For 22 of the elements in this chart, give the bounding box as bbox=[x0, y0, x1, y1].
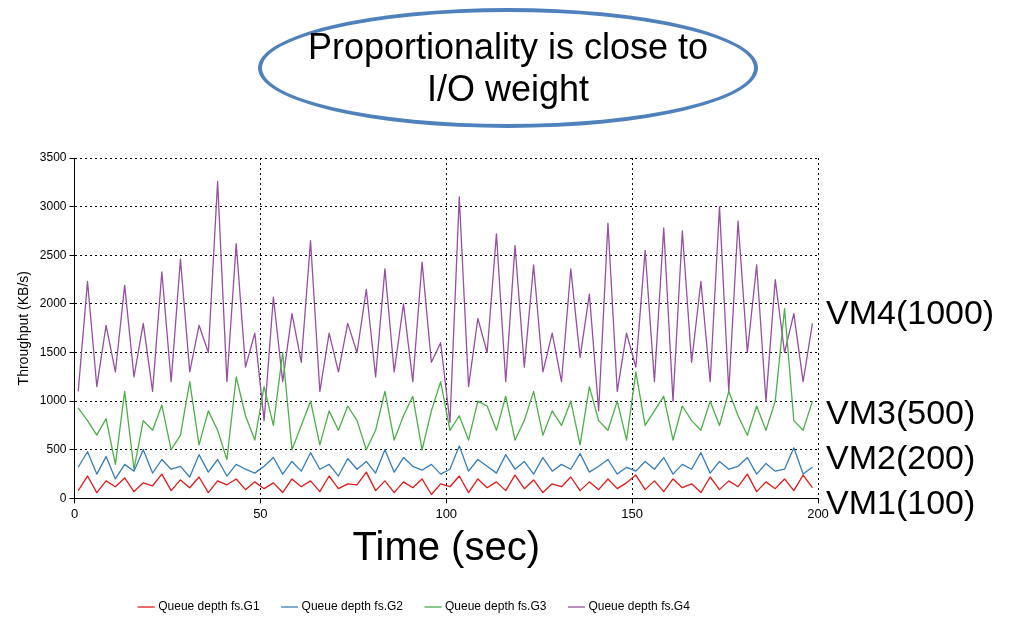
y-tick-label: 2000 bbox=[39, 296, 67, 311]
x-tick-label: 100 bbox=[435, 505, 458, 521]
y-tick-label: 1000 bbox=[39, 393, 67, 408]
text: VM3(500) bbox=[826, 393, 976, 432]
x-tick-label: 0 bbox=[70, 505, 79, 521]
y-tick-label: 3000 bbox=[39, 198, 67, 213]
text: VM4(1000) bbox=[826, 293, 995, 332]
y-tick-label: 2500 bbox=[39, 247, 67, 262]
legend-label: Queue depth fs.G1 bbox=[158, 599, 260, 614]
y-tick-label: 1500 bbox=[39, 344, 67, 359]
legend-label: Queue depth fs.G2 bbox=[301, 599, 404, 614]
y-tick-label: 0 bbox=[59, 490, 67, 505]
text: VM2(200) bbox=[826, 438, 976, 477]
x-tick-label: 150 bbox=[621, 505, 643, 521]
speech-bubble: Proportionality is close to I/O weight bbox=[258, 8, 758, 128]
legend-label: Queue depth fs.G4 bbox=[588, 599, 691, 614]
x-tick-label: 50 bbox=[253, 505, 268, 521]
legend-label: Queue depth fs.G3 bbox=[445, 599, 547, 614]
y-tick-label: 500 bbox=[46, 442, 67, 457]
y-tick-label: 3500 bbox=[39, 150, 67, 165]
y-axis-title: Throughput (KB/s) bbox=[15, 271, 32, 386]
x-axis-title: Time (sec) bbox=[352, 524, 540, 569]
